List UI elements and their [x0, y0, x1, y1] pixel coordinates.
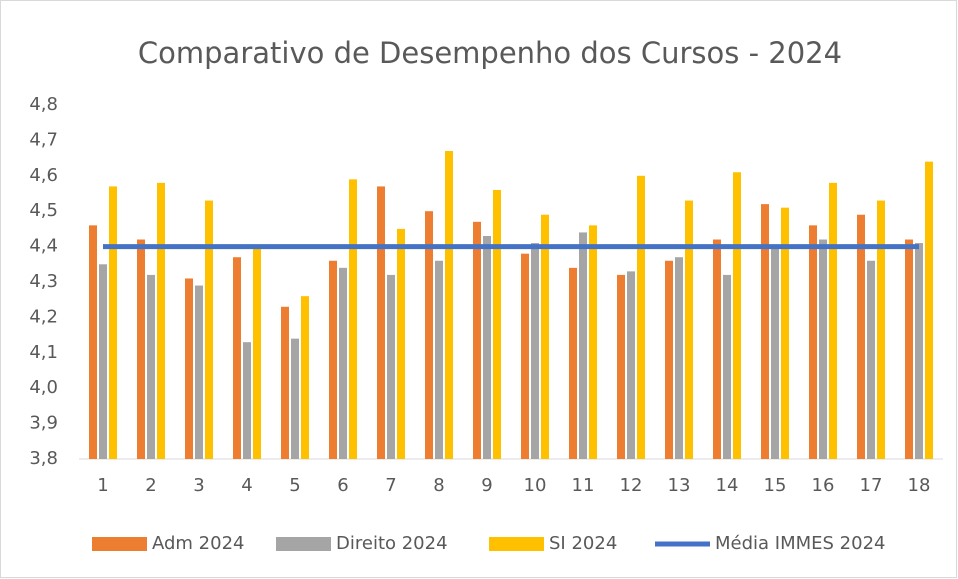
x-tick-label: 16: [812, 475, 835, 496]
bar: [867, 260, 875, 459]
bar: [397, 228, 405, 459]
bar: [473, 221, 481, 459]
legend-label: Média IMMES 2024: [715, 533, 885, 554]
x-tick-label: 10: [524, 475, 547, 496]
bar: [205, 200, 213, 459]
x-tick-label: 11: [572, 475, 595, 496]
bar: [771, 246, 779, 459]
bar: [89, 225, 97, 459]
bar: [329, 260, 337, 459]
y-tick-label: 3,9: [29, 413, 58, 434]
bar: [185, 278, 193, 459]
legend-label: Direito 2024: [336, 533, 448, 554]
bar: [925, 161, 933, 459]
x-tick-label: 4: [241, 475, 252, 496]
bar: [541, 214, 549, 459]
bar: [195, 285, 203, 459]
bar: [617, 274, 625, 459]
bar: [829, 182, 837, 459]
bar: [781, 207, 789, 459]
x-tick-label: 13: [668, 475, 691, 496]
bar: [137, 239, 145, 459]
y-tick-label: 4,8: [29, 94, 58, 115]
bar: [435, 260, 443, 459]
bar: [569, 267, 577, 459]
x-tick-label: 15: [764, 475, 787, 496]
bar: [281, 306, 289, 459]
x-tick-label: 17: [860, 475, 883, 496]
bar: [445, 151, 453, 459]
bar: [685, 200, 693, 459]
y-tick-label: 3,8: [29, 448, 58, 469]
y-tick-label: 4,1: [29, 342, 58, 363]
x-tick-label: 14: [716, 475, 739, 496]
bar: [521, 253, 529, 459]
bar: [425, 211, 433, 459]
bar: [243, 342, 251, 459]
bar: [99, 264, 107, 459]
x-tick-label: 18: [908, 475, 931, 496]
bar: [809, 225, 817, 459]
bar: [483, 235, 491, 459]
bar: [531, 243, 539, 459]
bar: [877, 200, 885, 459]
bar: [291, 338, 299, 459]
bar: [761, 204, 769, 459]
bar: [819, 239, 827, 459]
chart-title: Comparativo de Desempenho dos Cursos - 2…: [138, 36, 842, 70]
bar: [733, 172, 741, 459]
bar: [627, 271, 635, 459]
bar: [915, 243, 923, 459]
bar: [109, 186, 117, 460]
bar: [233, 257, 241, 459]
bar: [147, 274, 155, 459]
legend-label: Adm 2024: [152, 533, 245, 554]
bar: [349, 179, 357, 459]
y-tick-label: 4,7: [29, 129, 58, 150]
x-tick-label: 3: [193, 475, 204, 496]
bar: [253, 246, 261, 459]
x-tick-label: 1: [97, 475, 108, 496]
y-tick-label: 4,4: [29, 236, 58, 257]
x-tick-label: 7: [385, 475, 396, 496]
legend-swatch: [276, 537, 331, 551]
bar: [377, 186, 385, 460]
bar: [665, 260, 673, 459]
x-tick-label: 9: [481, 475, 492, 496]
x-tick-label: 2: [145, 475, 156, 496]
legend-label: SI 2024: [549, 533, 617, 554]
y-tick-label: 4,3: [29, 271, 58, 292]
bar: [857, 214, 865, 459]
x-tick-label: 5: [289, 475, 300, 496]
bar: [493, 189, 501, 459]
bar: [387, 274, 395, 459]
y-tick-label: 4,6: [29, 165, 58, 186]
y-tick-label: 4,2: [29, 306, 58, 327]
bar: [675, 257, 683, 459]
bar: [637, 175, 645, 460]
bar: [723, 274, 731, 459]
x-tick-label: 6: [337, 475, 348, 496]
bar: [339, 267, 347, 459]
y-tick-label: 4,0: [29, 377, 58, 398]
bar: [301, 296, 309, 459]
bar: [589, 225, 597, 459]
bar: [905, 239, 913, 459]
bar: [579, 232, 587, 459]
x-tick-label: 12: [620, 475, 643, 496]
x-tick-label: 8: [433, 475, 444, 496]
bar: [713, 239, 721, 459]
y-tick-label: 4,5: [29, 200, 58, 221]
legend-swatch: [489, 537, 544, 551]
legend-swatch: [92, 537, 147, 551]
bar: [157, 182, 165, 459]
